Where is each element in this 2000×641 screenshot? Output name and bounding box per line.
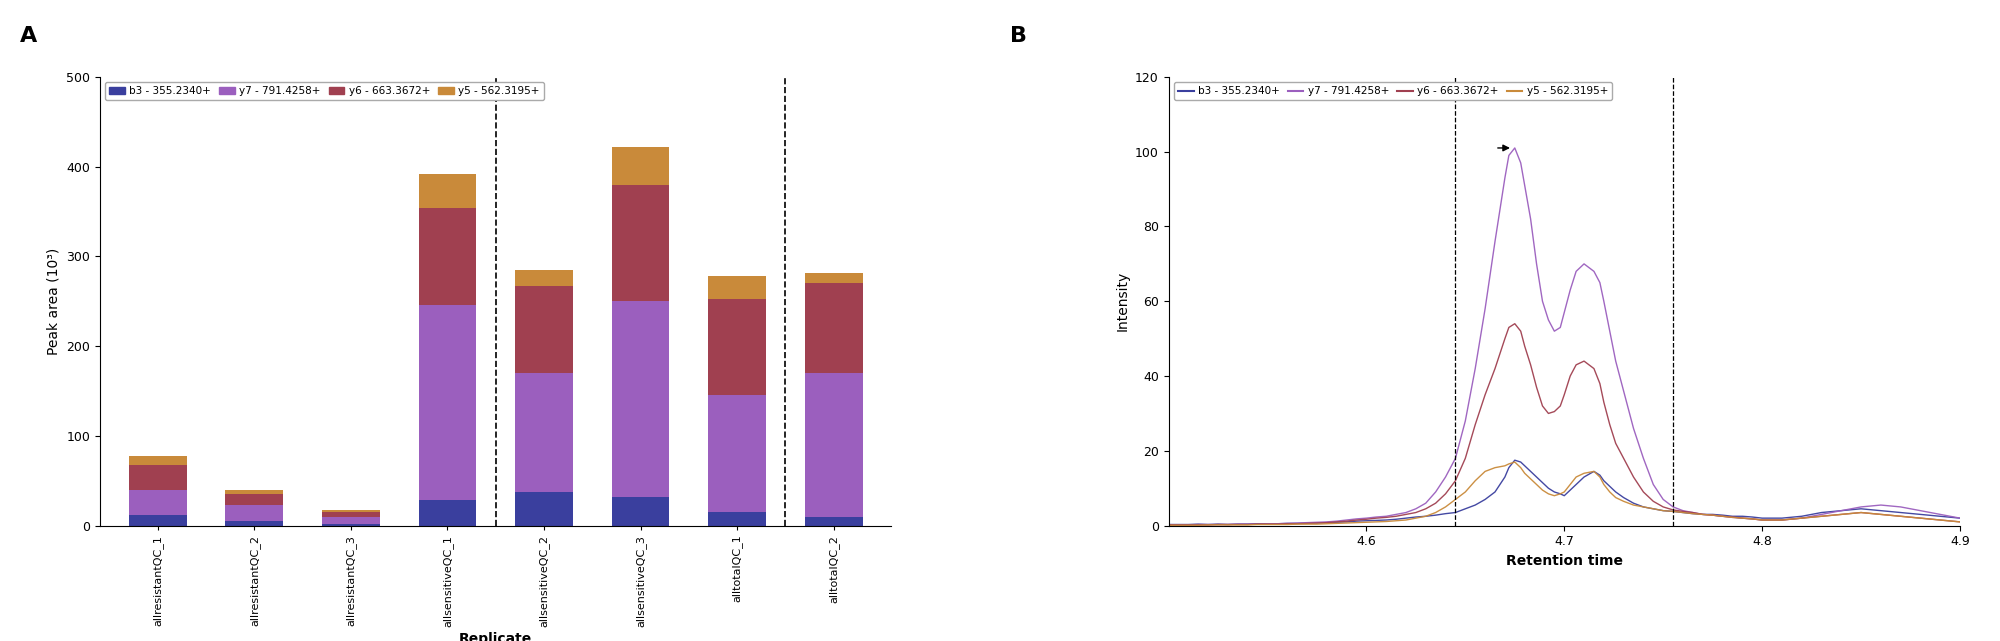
Bar <box>322 524 380 526</box>
Bar <box>226 505 284 521</box>
Bar <box>128 465 186 490</box>
Text: A: A <box>20 26 38 46</box>
Bar <box>128 515 186 526</box>
Bar <box>226 494 284 505</box>
Bar <box>322 512 380 517</box>
Bar <box>804 517 862 526</box>
Y-axis label: Peak area (10³): Peak area (10³) <box>46 247 60 355</box>
Bar <box>322 510 380 512</box>
Text: B: B <box>1010 26 1028 46</box>
Bar <box>128 456 186 465</box>
Bar <box>128 490 186 515</box>
Bar <box>322 517 380 524</box>
Bar <box>516 492 572 526</box>
Bar <box>708 276 766 299</box>
Bar <box>612 147 670 185</box>
Legend: b3 - 355.2340+, y7 - 791.4258+, y6 - 663.3672+, y5 - 562.3195+: b3 - 355.2340+, y7 - 791.4258+, y6 - 663… <box>106 82 544 101</box>
Bar <box>516 286 572 373</box>
X-axis label: Retention time: Retention time <box>1506 554 1622 568</box>
Bar <box>804 373 862 517</box>
X-axis label: Replicate: Replicate <box>460 632 532 641</box>
Bar <box>418 501 476 526</box>
Bar <box>612 185 670 301</box>
Bar <box>708 395 766 512</box>
Bar <box>804 283 862 373</box>
Bar <box>418 174 476 208</box>
Bar <box>418 208 476 305</box>
Bar <box>226 521 284 526</box>
Bar <box>804 272 862 283</box>
Bar <box>612 301 670 497</box>
Bar <box>708 299 766 395</box>
Bar <box>516 270 572 286</box>
Bar <box>708 512 766 526</box>
Y-axis label: Intensity: Intensity <box>1116 271 1130 331</box>
Bar <box>226 490 284 494</box>
Bar <box>516 373 572 492</box>
Bar <box>418 305 476 501</box>
Bar <box>612 497 670 526</box>
Legend: b3 - 355.2340+, y7 - 791.4258+, y6 - 663.3672+, y5 - 562.3195+: b3 - 355.2340+, y7 - 791.4258+, y6 - 663… <box>1174 82 1612 101</box>
